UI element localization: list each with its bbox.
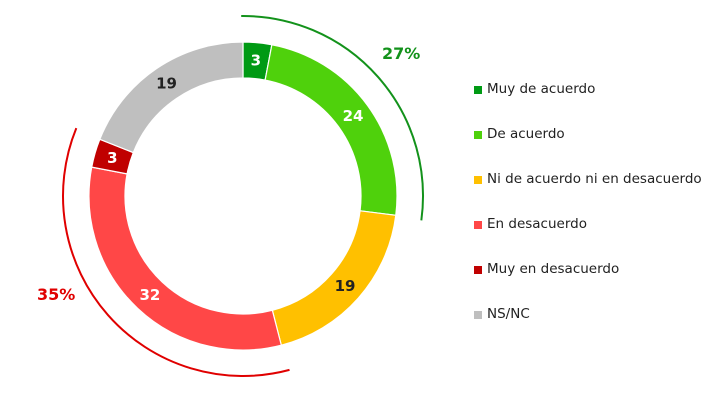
group-percent-label: 35% <box>37 285 75 304</box>
slice-en-desacuerdo <box>88 166 283 351</box>
data-label: 19 <box>335 277 356 295</box>
legend-label: Muy de acuerdo <box>487 80 596 97</box>
legend-item: Muy de acuerdo <box>474 66 702 111</box>
legend-label: Ni de acuerdo ni en desacuerdo <box>487 170 702 187</box>
group-bracket-arc <box>62 127 290 377</box>
slice-ns-nc <box>99 41 244 154</box>
legend-label: En desacuerdo <box>487 215 587 232</box>
data-label: 3 <box>251 52 261 70</box>
legend-label: De acuerdo <box>487 125 565 142</box>
legend-swatch <box>474 265 482 274</box>
legend-label: NS/NC <box>487 305 530 322</box>
legend-swatch <box>474 310 482 319</box>
legend-swatch <box>474 175 482 184</box>
data-label: 19 <box>156 75 177 93</box>
slice-de-acuerdo <box>264 44 398 216</box>
data-label: 24 <box>343 107 364 125</box>
legend-item: En desacuerdo <box>474 201 702 246</box>
legend-swatch <box>474 130 482 139</box>
data-label: 32 <box>139 286 160 304</box>
legend-swatch <box>474 85 482 94</box>
group-percent-label: 27% <box>382 44 420 63</box>
legend: Muy de acuerdo De acuerdo Ni de acuerdo ni… <box>474 66 702 336</box>
data-label: 3 <box>107 149 117 167</box>
group-bracket-arc <box>241 15 424 221</box>
legend-swatch <box>474 220 482 229</box>
legend-item: Muy en desacuerdo <box>474 246 702 291</box>
legend-label: Muy en desacuerdo <box>487 260 620 277</box>
legend-item: De acuerdo <box>474 111 702 156</box>
legend-item: NS/NC <box>474 291 702 336</box>
legend-item: Ni de acuerdo ni en desacuerdo <box>474 156 702 201</box>
